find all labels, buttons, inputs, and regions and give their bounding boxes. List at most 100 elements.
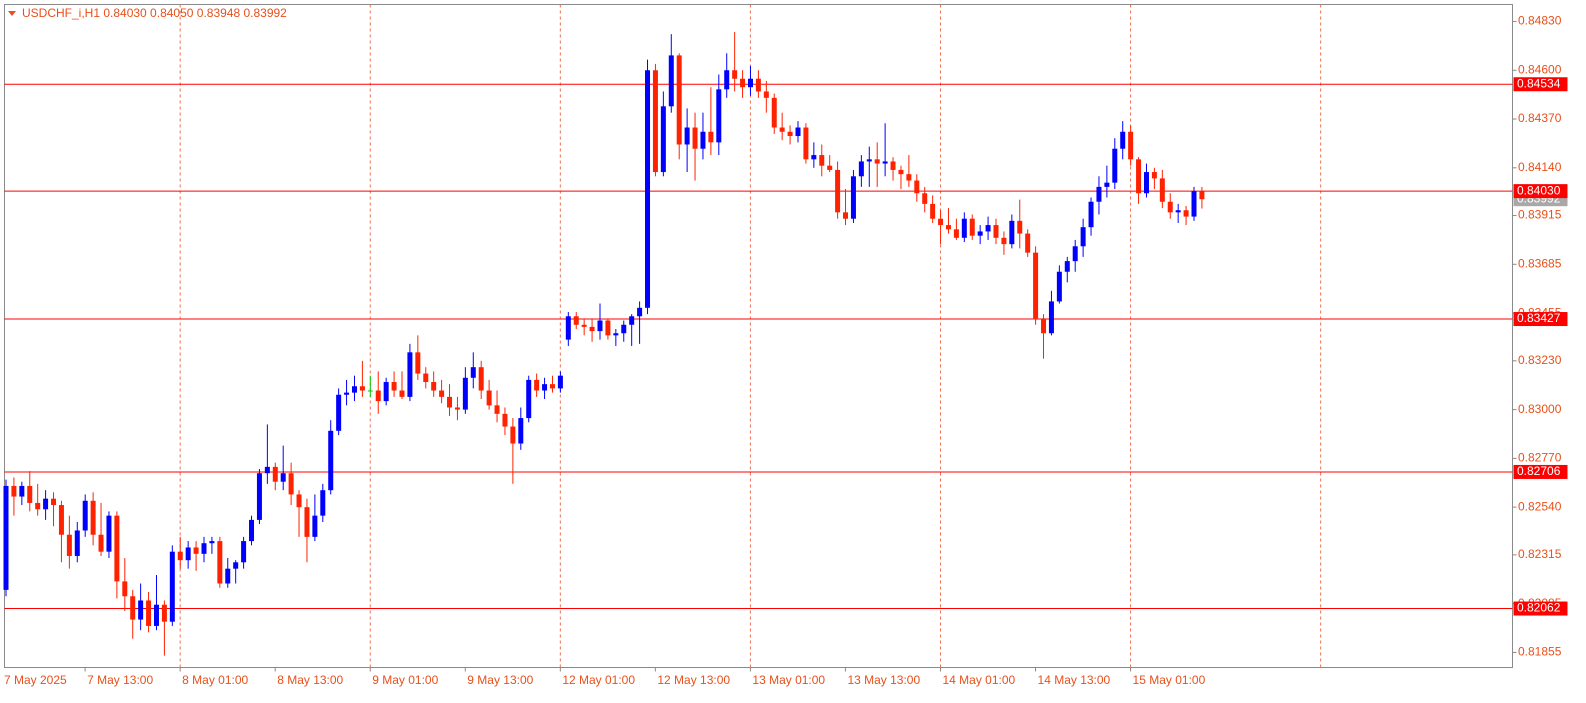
candle-body [668, 55, 674, 107]
candle-body [328, 430, 334, 491]
candle-body [858, 161, 864, 177]
candles [3, 32, 1205, 656]
candle-body [930, 203, 936, 219]
candle-body [383, 382, 389, 402]
candle-body [82, 500, 88, 531]
candle-body [565, 316, 571, 340]
candle-body [399, 390, 405, 397]
x-tick-label: 8 May 01:00 [182, 673, 248, 687]
candle-body [1128, 131, 1134, 160]
candle-body [225, 568, 231, 584]
candle-body [304, 507, 310, 537]
candle-body [1136, 159, 1142, 194]
candle-body [1199, 191, 1205, 200]
candle-body [336, 394, 342, 431]
candle-body [98, 534, 104, 552]
candle-body [367, 390, 373, 392]
candle-body [1048, 301, 1054, 334]
candle-body [486, 390, 492, 406]
candle-body [843, 212, 849, 219]
candle-body [1009, 220, 1015, 245]
candle-body [209, 541, 215, 544]
candle-body [169, 551, 175, 622]
candle-body [439, 390, 445, 397]
candle-body [1167, 201, 1173, 213]
y-tick-label: 0.83915 [1518, 208, 1562, 222]
candle-body [850, 176, 856, 219]
x-tick-label: 14 May 13:00 [1038, 673, 1111, 687]
candle-body [217, 541, 223, 584]
candle-body [51, 498, 57, 506]
candle-body [866, 159, 872, 162]
y-tick-label: 0.83685 [1518, 256, 1562, 270]
level-label-box [1513, 312, 1568, 327]
candle-body [241, 541, 247, 563]
candle-body [740, 78, 746, 88]
candle-body [407, 352, 413, 397]
level-label: 0.84030 [1517, 183, 1561, 197]
x-tick-label: 14 May 01:00 [942, 673, 1015, 687]
y-tick-label: 0.82770 [1518, 451, 1562, 465]
candle-body [573, 316, 579, 325]
candle-body [827, 165, 833, 170]
candle-body [835, 169, 841, 213]
candle-body [35, 502, 41, 510]
candle-body [1072, 246, 1078, 262]
x-tick-label: 15 May 01:00 [1133, 673, 1206, 687]
candle-body [114, 515, 120, 582]
candle-body [201, 543, 207, 554]
candle-body [351, 386, 357, 393]
candle-body [1159, 178, 1165, 202]
candle-body [914, 180, 920, 194]
candle-body [122, 581, 128, 597]
candle-body [312, 515, 318, 537]
candle-body [1151, 172, 1157, 179]
candle-body [621, 324, 627, 334]
level-label: 0.82706 [1517, 464, 1561, 478]
candle-body [130, 596, 136, 620]
levels [4, 83, 1513, 610]
candle-body [320, 490, 326, 516]
candle-body [359, 386, 365, 391]
candle-body [1183, 210, 1189, 217]
level-label-box [1513, 601, 1568, 616]
candle-body [1041, 318, 1047, 334]
candle-body [66, 534, 72, 556]
candle-body [1088, 201, 1094, 228]
candle-body [423, 373, 429, 383]
candle-body [549, 384, 555, 389]
candle-body [890, 161, 896, 170]
candle-body [1175, 210, 1181, 213]
candle-body [494, 405, 500, 414]
candle-body [280, 473, 286, 482]
grid [179, 4, 1322, 668]
x-tick-label: 7 May 13:00 [87, 673, 153, 687]
candle-body [637, 307, 643, 317]
title-icon [8, 11, 16, 16]
candle-body [288, 473, 294, 495]
candle-body [106, 515, 112, 552]
candle-body [391, 382, 397, 391]
y-tick-label: 0.81855 [1518, 645, 1562, 659]
x-tick-label: 12 May 01:00 [562, 673, 635, 687]
candle-body [652, 70, 658, 173]
candle-body [146, 600, 152, 626]
candle-body [3, 485, 9, 590]
candle-body [700, 131, 706, 149]
candle-body [233, 562, 239, 569]
x-tick-label: 12 May 13:00 [657, 673, 730, 687]
candle-body [193, 547, 199, 554]
candle-body [771, 97, 777, 128]
candle-body [454, 407, 460, 410]
candle-body [898, 169, 904, 175]
y-tick-label: 0.82315 [1518, 547, 1562, 561]
candle-body [1120, 131, 1126, 149]
x-tick-label: 13 May 01:00 [752, 673, 825, 687]
candle-body [906, 174, 912, 181]
candle-body [1143, 172, 1149, 194]
candle-body [747, 78, 753, 88]
candle-body [534, 379, 540, 391]
candle-body [732, 70, 738, 79]
candle-body [660, 106, 666, 173]
